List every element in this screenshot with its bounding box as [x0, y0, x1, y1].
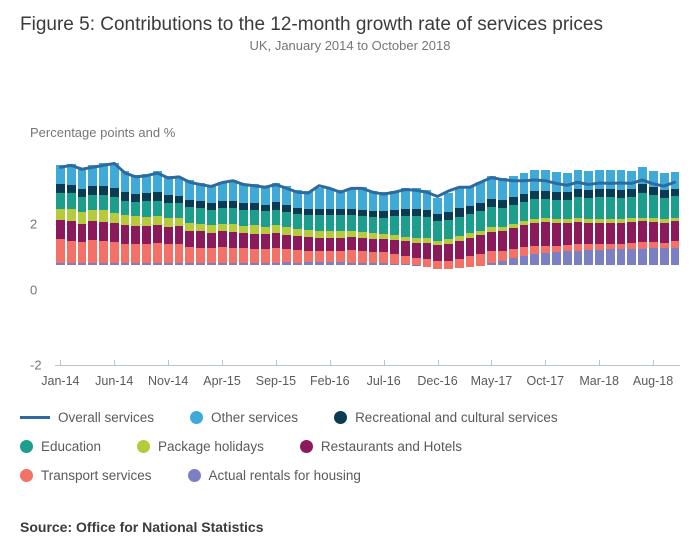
- x-tick-mark-Jun-14: [114, 360, 115, 366]
- x-axis-ticks: Jan-14 Jun-14 Nov-14 Apr-15 Sep-15 Feb-16 Jul-…: [55, 366, 680, 396]
- chart-title: Figure 5: Contributions to the 12-month …: [20, 14, 680, 36]
- source-label: Source: Office for National Statistics: [20, 519, 264, 535]
- recreational-cultural-icon: [334, 411, 347, 424]
- x-tick-mark-Feb-16: [330, 360, 331, 366]
- x-tick-mark-Apr-15: [222, 360, 223, 366]
- transport-services-icon: [20, 469, 33, 482]
- x-tick-label-Feb-16: Feb-16: [310, 374, 350, 388]
- overall-services-line[interactable]: [55, 150, 680, 365]
- y-axis-label-neg2: -2: [30, 358, 42, 373]
- legend-item-transport-services[interactable]: Transport services: [20, 468, 152, 483]
- x-tick-label-Aug-18: Aug-18: [633, 374, 673, 388]
- x-tick-mark-Jan-14: [60, 360, 61, 366]
- legend-item-recreational-cultural[interactable]: Recreational and cultural services: [334, 410, 558, 425]
- other-services-icon: [190, 411, 203, 424]
- x-tick-label-Mar-18: Mar-18: [579, 374, 619, 388]
- x-tick-label-Oct-17: Oct-17: [527, 374, 565, 388]
- x-tick-mark-Jul-16: [384, 360, 385, 366]
- x-tick-mark-Aug-18: [653, 360, 654, 366]
- x-tick-label-Dec-16: Dec-16: [417, 374, 457, 388]
- legend-item-overall-services[interactable]: Overall services: [20, 410, 154, 425]
- x-tick-mark-Sep-15: [276, 360, 277, 366]
- x-tick-label-Jun-14: Jun-14: [95, 374, 133, 388]
- x-tick-label-Jul-16: Jul-16: [367, 374, 401, 388]
- x-tick-label-Nov-14: Nov-14: [148, 374, 188, 388]
- x-tick-label-Apr-15: Apr-15: [203, 374, 241, 388]
- legend-item-actual-rentals-housing[interactable]: Actual rentals for housing: [188, 468, 361, 483]
- y-axis-label-0: 0: [30, 282, 37, 297]
- legend-item-education[interactable]: Education: [20, 439, 101, 454]
- education-icon: [20, 440, 33, 453]
- package-holidays-icon: [137, 440, 150, 453]
- y-axis-label-2: 2: [30, 216, 37, 231]
- x-tick-mark-Mar-18: [599, 360, 600, 366]
- x-tick-label-May-17: May-17: [471, 374, 513, 388]
- x-tick-label-Jan-14: Jan-14: [41, 374, 79, 388]
- chart-container: Figure 5: Contributions to the 12-month …: [0, 0, 700, 549]
- plot-area: 2 0 -2: [55, 150, 680, 365]
- chart-legend: Overall services Other services Recreati…: [20, 410, 680, 497]
- restaurants-hotels-icon: [300, 440, 313, 453]
- x-tick-mark-Nov-14: [168, 360, 169, 366]
- unit-label: Percentage points and %: [30, 125, 175, 140]
- legend-item-restaurants-hotels[interactable]: Restaurants and Hotels: [300, 439, 462, 454]
- legend-item-package-holidays[interactable]: Package holidays: [137, 439, 264, 454]
- actual-rentals-housing-icon: [188, 469, 201, 482]
- x-tick-label-Sep-15: Sep-15: [256, 374, 296, 388]
- chart-subtitle: UK, January 2014 to October 2018: [20, 38, 680, 53]
- overall-services-icon: [20, 416, 50, 419]
- legend-item-other-services[interactable]: Other services: [190, 410, 298, 425]
- x-tick-mark-May-17: [491, 360, 492, 366]
- x-tick-mark-Dec-16: [438, 360, 439, 366]
- x-tick-mark-Oct-17: [545, 360, 546, 366]
